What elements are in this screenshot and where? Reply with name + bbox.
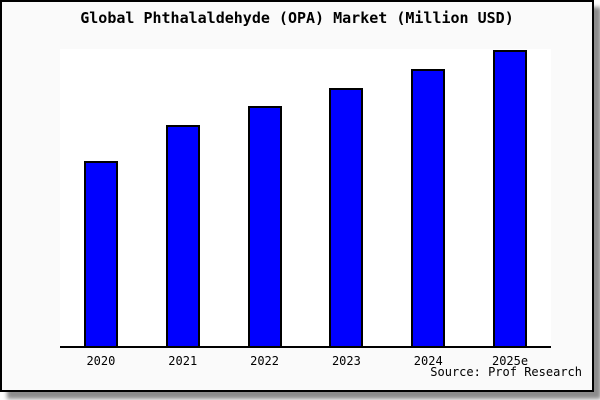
x-axis-labels: 2020 2021 2022 2023 2024 2025e <box>60 354 551 368</box>
x-tick-2021: 2021 <box>168 354 198 368</box>
bar-2021 <box>165 124 200 346</box>
bar-2020 <box>83 161 118 346</box>
x-tick-2023: 2023 <box>331 354 361 368</box>
x-tick-2020: 2020 <box>86 354 116 368</box>
bar-slot-2024 <box>387 49 469 346</box>
x-tick-2025e: 2025e <box>491 354 529 368</box>
bar-2022 <box>247 105 282 346</box>
x-tick-2022: 2022 <box>250 354 280 368</box>
chart-title: Global Phthalaldehyde (OPA) Market (Mill… <box>80 9 514 27</box>
bar-slot-2025e <box>469 49 551 346</box>
bar-2023 <box>329 87 364 346</box>
plot-area <box>60 49 551 348</box>
bar-slot-2023 <box>305 49 387 346</box>
bars-container <box>60 49 551 346</box>
bar-slot-2022 <box>224 49 306 346</box>
bar-2024 <box>411 68 446 346</box>
bar-slot-2021 <box>142 49 224 346</box>
bar-2025e <box>493 50 528 346</box>
x-tick-2024: 2024 <box>413 354 443 368</box>
bar-slot-2020 <box>60 49 142 346</box>
source-credit: Source: Prof Research <box>430 365 582 379</box>
chart-figure: Global Phthalaldehyde (OPA) Market (Mill… <box>0 0 594 392</box>
